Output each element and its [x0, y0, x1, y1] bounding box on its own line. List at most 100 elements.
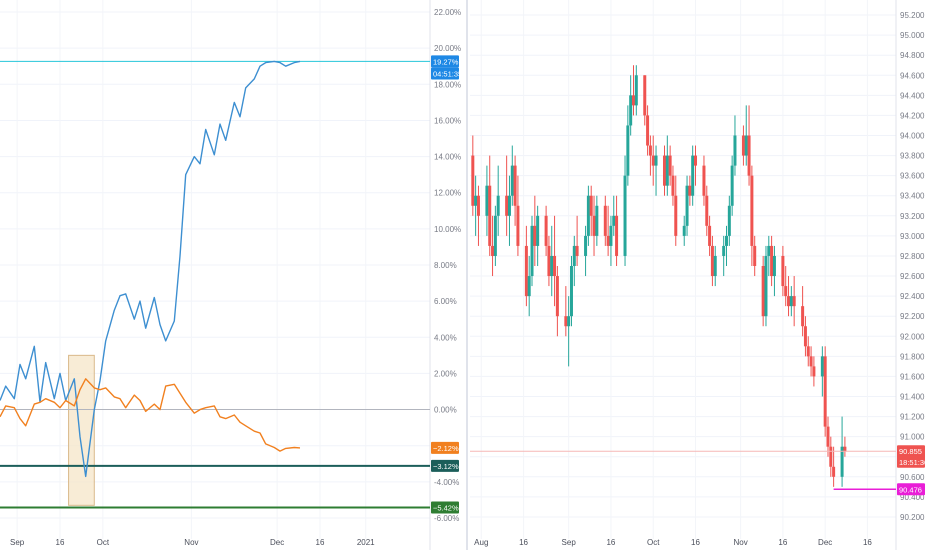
candle-body[interactable]: [671, 175, 675, 196]
candle-body[interactable]: [592, 215, 596, 236]
candle-body[interactable]: [685, 185, 689, 226]
candle-body[interactable]: [694, 155, 698, 166]
candle-body[interactable]: [550, 255, 554, 277]
right-pane-candlestick[interactable]: 95.200 95.000 94.800 94.600 94.400 94.200 94.0…: [470, 0, 928, 550]
left-pane-relative-performance[interactable]: 22.00% 20.00% 18.00% 16.00% 14.00% 12.00% 10.0…: [0, 0, 462, 550]
candle-body[interactable]: [727, 205, 731, 236]
candle-body[interactable]: [553, 255, 557, 277]
candle-body[interactable]: [809, 356, 813, 367]
candle-body[interactable]: [730, 165, 734, 206]
candle-body[interactable]: [606, 235, 610, 246]
candle-body[interactable]: [702, 165, 706, 196]
candle-body[interactable]: [761, 266, 765, 317]
candle-body[interactable]: [829, 446, 833, 467]
candle-body[interactable]: [764, 255, 768, 317]
candle-body[interactable]: [567, 316, 571, 327]
candle-body[interactable]: [772, 255, 776, 277]
candle-body[interactable]: [668, 155, 672, 176]
candle-body[interactable]: [572, 245, 576, 266]
candle-body[interactable]: [533, 225, 537, 246]
candle-body[interactable]: [710, 245, 714, 277]
candle-body[interactable]: [586, 195, 590, 236]
candle-body[interactable]: [629, 95, 633, 126]
candle-body[interactable]: [747, 135, 751, 176]
candle-body[interactable]: [510, 165, 514, 196]
candle-body[interactable]: [569, 266, 573, 317]
candle-body[interactable]: [488, 185, 492, 246]
candle-body[interactable]: [651, 155, 655, 166]
candle-body[interactable]: [513, 165, 517, 206]
candle-body[interactable]: [589, 195, 593, 216]
candle-body[interactable]: [665, 155, 669, 186]
candle-body[interactable]: [575, 245, 579, 256]
candle-body[interactable]: [555, 276, 559, 317]
candle-body[interactable]: [648, 145, 652, 156]
candle-body[interactable]: [609, 225, 613, 246]
candle-body[interactable]: [476, 195, 480, 216]
pane-separator[interactable]: [466, 0, 468, 550]
candle-body[interactable]: [843, 446, 847, 452]
candle-body[interactable]: [631, 95, 635, 106]
candle-body[interactable]: [612, 215, 616, 226]
candle-body[interactable]: [789, 296, 793, 307]
candle-body[interactable]: [603, 205, 607, 236]
candle-body[interactable]: [474, 195, 478, 206]
candle-body[interactable]: [595, 205, 599, 236]
candle-body[interactable]: [516, 205, 520, 246]
candle-body[interactable]: [505, 195, 509, 216]
candle-body[interactable]: [823, 356, 827, 427]
candle-body[interactable]: [722, 245, 726, 256]
candle-body[interactable]: [507, 195, 511, 216]
candle-body[interactable]: [564, 316, 568, 327]
candle-body[interactable]: [643, 75, 647, 116]
candle-body[interactable]: [662, 155, 666, 186]
series-line-blue[interactable]: [0, 60, 301, 478]
candle-body[interactable]: [634, 75, 638, 106]
candle-body[interactable]: [530, 225, 534, 277]
candle-body[interactable]: [767, 245, 771, 256]
candle-body[interactable]: [705, 195, 709, 226]
candle-body[interactable]: [615, 215, 619, 256]
candle-body[interactable]: [688, 185, 692, 196]
candle-body[interactable]: [584, 235, 588, 256]
candle-body[interactable]: [725, 235, 729, 246]
candle-body[interactable]: [544, 215, 548, 246]
candle-body[interactable]: [753, 245, 757, 266]
candle-body[interactable]: [741, 135, 745, 156]
candle-body[interactable]: [733, 135, 737, 166]
candle-body[interactable]: [674, 195, 678, 236]
candle-body[interactable]: [770, 245, 774, 277]
candle-body[interactable]: [626, 125, 630, 176]
candle-body[interactable]: [812, 366, 816, 377]
candle-body[interactable]: [784, 286, 788, 297]
highlight-rectangle[interactable]: [68, 354, 95, 506]
series-line-orange[interactable]: [0, 378, 301, 452]
candle-body[interactable]: [708, 225, 712, 246]
candle-body[interactable]: [524, 245, 528, 297]
candle-body[interactable]: [691, 155, 695, 196]
candle-body[interactable]: [471, 155, 475, 206]
candle-body[interactable]: [832, 466, 836, 477]
candle-body[interactable]: [801, 306, 805, 327]
candle-body[interactable]: [787, 296, 791, 307]
candle-body[interactable]: [536, 215, 540, 246]
candle-body[interactable]: [491, 245, 495, 256]
candle-body[interactable]: [781, 255, 785, 287]
candle-body[interactable]: [654, 155, 658, 166]
candle-body[interactable]: [826, 426, 830, 447]
candle-body[interactable]: [750, 175, 754, 246]
candle-body[interactable]: [803, 326, 807, 347]
candle-body[interactable]: [485, 185, 489, 216]
candle-body[interactable]: [806, 346, 810, 357]
candle-body[interactable]: [820, 356, 824, 377]
candle-body[interactable]: [547, 245, 551, 277]
candle-body[interactable]: [496, 195, 500, 216]
candle-body[interactable]: [682, 225, 686, 236]
candle-body[interactable]: [623, 175, 627, 256]
candle-body[interactable]: [792, 296, 796, 307]
candle-body[interactable]: [527, 276, 531, 297]
candle-body[interactable]: [493, 215, 497, 256]
candle-body[interactable]: [646, 115, 650, 146]
candle-body[interactable]: [713, 255, 717, 277]
